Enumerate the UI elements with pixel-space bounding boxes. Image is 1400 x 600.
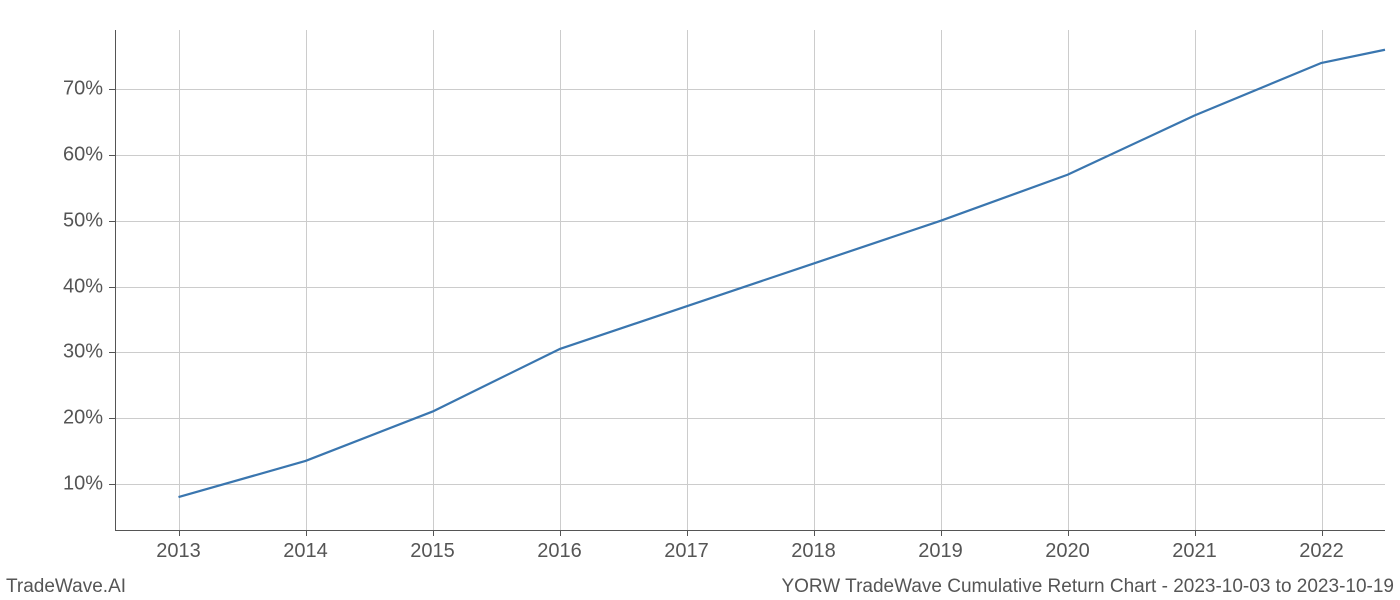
y-tick-label: 20% <box>63 407 103 430</box>
x-tick-label: 2017 <box>664 540 709 563</box>
x-tick-label: 2022 <box>1299 540 1344 563</box>
y-tick-label: 30% <box>63 341 103 364</box>
series-line <box>179 50 1386 497</box>
x-axis-spine <box>115 530 1385 531</box>
x-tick-label: 2014 <box>283 540 328 563</box>
footer-right-text: YORW TradeWave Cumulative Return Chart -… <box>781 576 1394 598</box>
footer-left-text: TradeWave.AI <box>6 576 126 598</box>
plot-area: 2013201420152016201720182019202020212022… <box>115 30 1385 530</box>
x-tick-label: 2015 <box>410 540 455 563</box>
x-tick-label: 2016 <box>537 540 582 563</box>
x-tick-label: 2021 <box>1172 540 1217 563</box>
x-tick-label: 2020 <box>1045 540 1090 563</box>
y-tick-label: 10% <box>63 472 103 495</box>
y-tick-label: 50% <box>63 209 103 232</box>
x-tick-label: 2019 <box>918 540 963 563</box>
chart-container: 2013 2014 2015 2016 2017 2018 2019 2020 2021 2022… <box>0 0 1400 600</box>
line-chart-svg <box>115 30 1385 530</box>
x-tick-label: 2013 <box>156 540 201 563</box>
y-tick-label: 60% <box>63 144 103 167</box>
y-tick-label: 40% <box>63 275 103 298</box>
y-tick-label: 70% <box>63 78 103 101</box>
x-tick-label: 2018 <box>791 540 836 563</box>
